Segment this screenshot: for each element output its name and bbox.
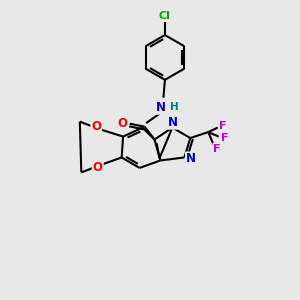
Text: N: N bbox=[186, 152, 196, 166]
Text: N: N bbox=[168, 116, 178, 129]
Text: H: H bbox=[169, 102, 178, 112]
Text: F: F bbox=[219, 121, 226, 131]
Text: F: F bbox=[213, 143, 221, 154]
Text: O: O bbox=[118, 117, 128, 130]
Text: F: F bbox=[221, 133, 228, 143]
Text: O: O bbox=[91, 120, 101, 133]
Text: O: O bbox=[93, 161, 103, 174]
Text: Cl: Cl bbox=[159, 11, 171, 21]
Text: N: N bbox=[156, 101, 166, 114]
